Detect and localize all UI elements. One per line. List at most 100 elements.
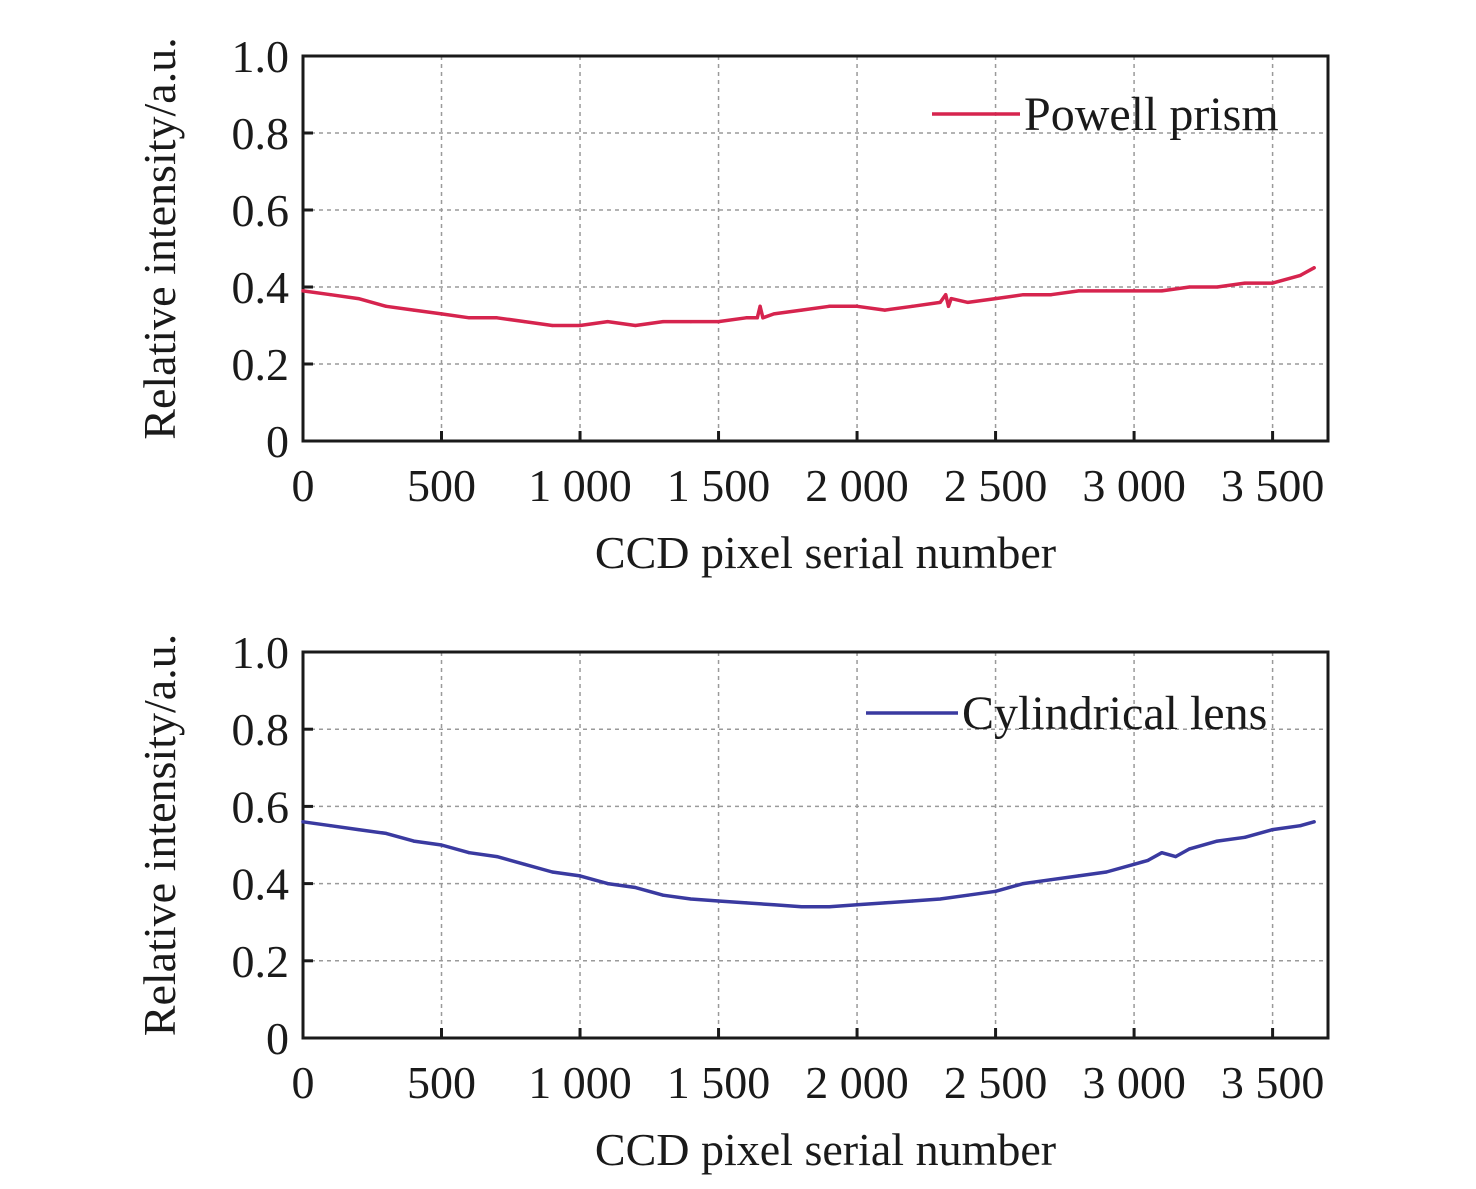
x-tick-label: 2 000 — [805, 460, 909, 511]
series-point — [993, 889, 998, 893]
series-point — [301, 820, 305, 824]
series-point — [946, 304, 951, 308]
legend-label: Cylindrical lens — [962, 687, 1267, 740]
y-axis-title: Relative intensity/a.u. — [134, 634, 185, 1036]
series-point — [329, 824, 333, 828]
series-point — [550, 870, 554, 874]
series-point — [1187, 847, 1192, 851]
series-point — [606, 882, 610, 886]
series-point — [1077, 289, 1081, 293]
x-tick-label: 0 — [292, 460, 315, 511]
series-point — [1104, 289, 1108, 293]
series-point — [910, 899, 915, 903]
series-point — [1174, 854, 1178, 859]
series-point — [1187, 285, 1192, 289]
x-tick-label: 2 500 — [944, 1057, 1048, 1108]
series-point — [301, 289, 305, 293]
x-tick-label: 1 000 — [528, 460, 632, 511]
series-point — [1270, 827, 1275, 832]
series-point — [1243, 281, 1247, 285]
series-point — [633, 885, 638, 890]
x-tick-label: 3 500 — [1221, 1057, 1325, 1108]
series-point — [761, 316, 765, 320]
series-point — [938, 897, 942, 901]
series-line — [301, 266, 1316, 328]
series-point — [495, 854, 499, 859]
series-point — [1077, 874, 1081, 878]
series-point — [744, 316, 748, 320]
series-point — [966, 300, 970, 304]
x-tick-label: 3 000 — [1082, 460, 1186, 511]
series-point — [1215, 839, 1219, 843]
series-point — [1104, 870, 1108, 874]
series-point — [661, 893, 665, 897]
series-point — [772, 903, 776, 907]
y-tick-label: 0 — [266, 416, 289, 467]
x-axis-title: CCD pixel serial number — [595, 527, 1056, 578]
series-point — [439, 312, 444, 316]
y-tick-label: 0.6 — [232, 781, 290, 832]
series-point — [689, 320, 693, 324]
series-point — [716, 320, 721, 324]
series-point — [855, 903, 859, 907]
x-tick-label: 3 500 — [1221, 460, 1325, 511]
y-tick-label: 0.2 — [232, 936, 290, 987]
series-point — [938, 300, 942, 304]
y-axis-title: Relative intensity/a.u. — [134, 37, 185, 439]
series-point — [1132, 862, 1136, 866]
chart-panel-1: 0 500 1 000 1 500 2 000 2 500 3 000 3 500 0 0.2 0.… — [134, 31, 1330, 578]
series-point — [1132, 289, 1136, 293]
x-tick-label: 2 000 — [805, 1057, 909, 1108]
x-tick-label: 1 500 — [667, 460, 771, 511]
series-point — [800, 905, 804, 909]
series-point — [384, 304, 388, 308]
series-point — [633, 323, 638, 328]
legend-label: Powell prism — [1024, 88, 1279, 141]
series-point — [993, 296, 998, 301]
series-point — [944, 293, 948, 297]
y-tick-label: 0.4 — [232, 262, 290, 313]
series-point — [1146, 858, 1150, 863]
series-point — [329, 293, 333, 297]
y-tick-label: 0 — [266, 1013, 289, 1064]
series-point — [800, 308, 804, 312]
x-tick-label: 0 — [292, 1057, 315, 1108]
series-point — [661, 320, 665, 324]
series-point — [356, 827, 361, 832]
series-point — [1312, 820, 1316, 824]
series-point — [412, 839, 416, 843]
series-point — [755, 316, 759, 320]
y-tick-label: 0.8 — [232, 108, 290, 159]
series-point — [855, 304, 859, 308]
series-point — [523, 862, 527, 866]
series-point — [495, 316, 499, 320]
series-point — [1243, 835, 1247, 839]
x-tick-label: 1 000 — [528, 1057, 632, 1108]
y-tick-label: 1.0 — [232, 627, 290, 678]
series-point — [412, 308, 416, 312]
plot-frame — [301, 54, 1330, 443]
series-point — [439, 843, 444, 847]
series-point — [606, 320, 610, 324]
series-point — [758, 304, 762, 308]
series-point — [1021, 293, 1025, 297]
series-point — [578, 323, 582, 328]
plot-frame — [301, 650, 1330, 1040]
y-tick-label: 1.0 — [232, 31, 290, 82]
series-point — [827, 905, 831, 909]
x-tick-label: 2 500 — [944, 460, 1048, 511]
series-point — [910, 304, 915, 308]
series-point — [1312, 266, 1316, 270]
series-point — [467, 316, 471, 320]
series-point — [689, 897, 693, 901]
series-point — [550, 323, 554, 328]
series-point — [744, 901, 748, 905]
series-point — [523, 320, 527, 324]
chart-panel-2: 0 500 1 000 1 500 2 000 2 500 3 000 3 500 0 0.2 0.… — [134, 627, 1330, 1175]
x-tick-label: 500 — [407, 1057, 476, 1108]
series-point — [883, 308, 887, 312]
series-point — [772, 312, 776, 316]
series-point — [1298, 824, 1302, 828]
